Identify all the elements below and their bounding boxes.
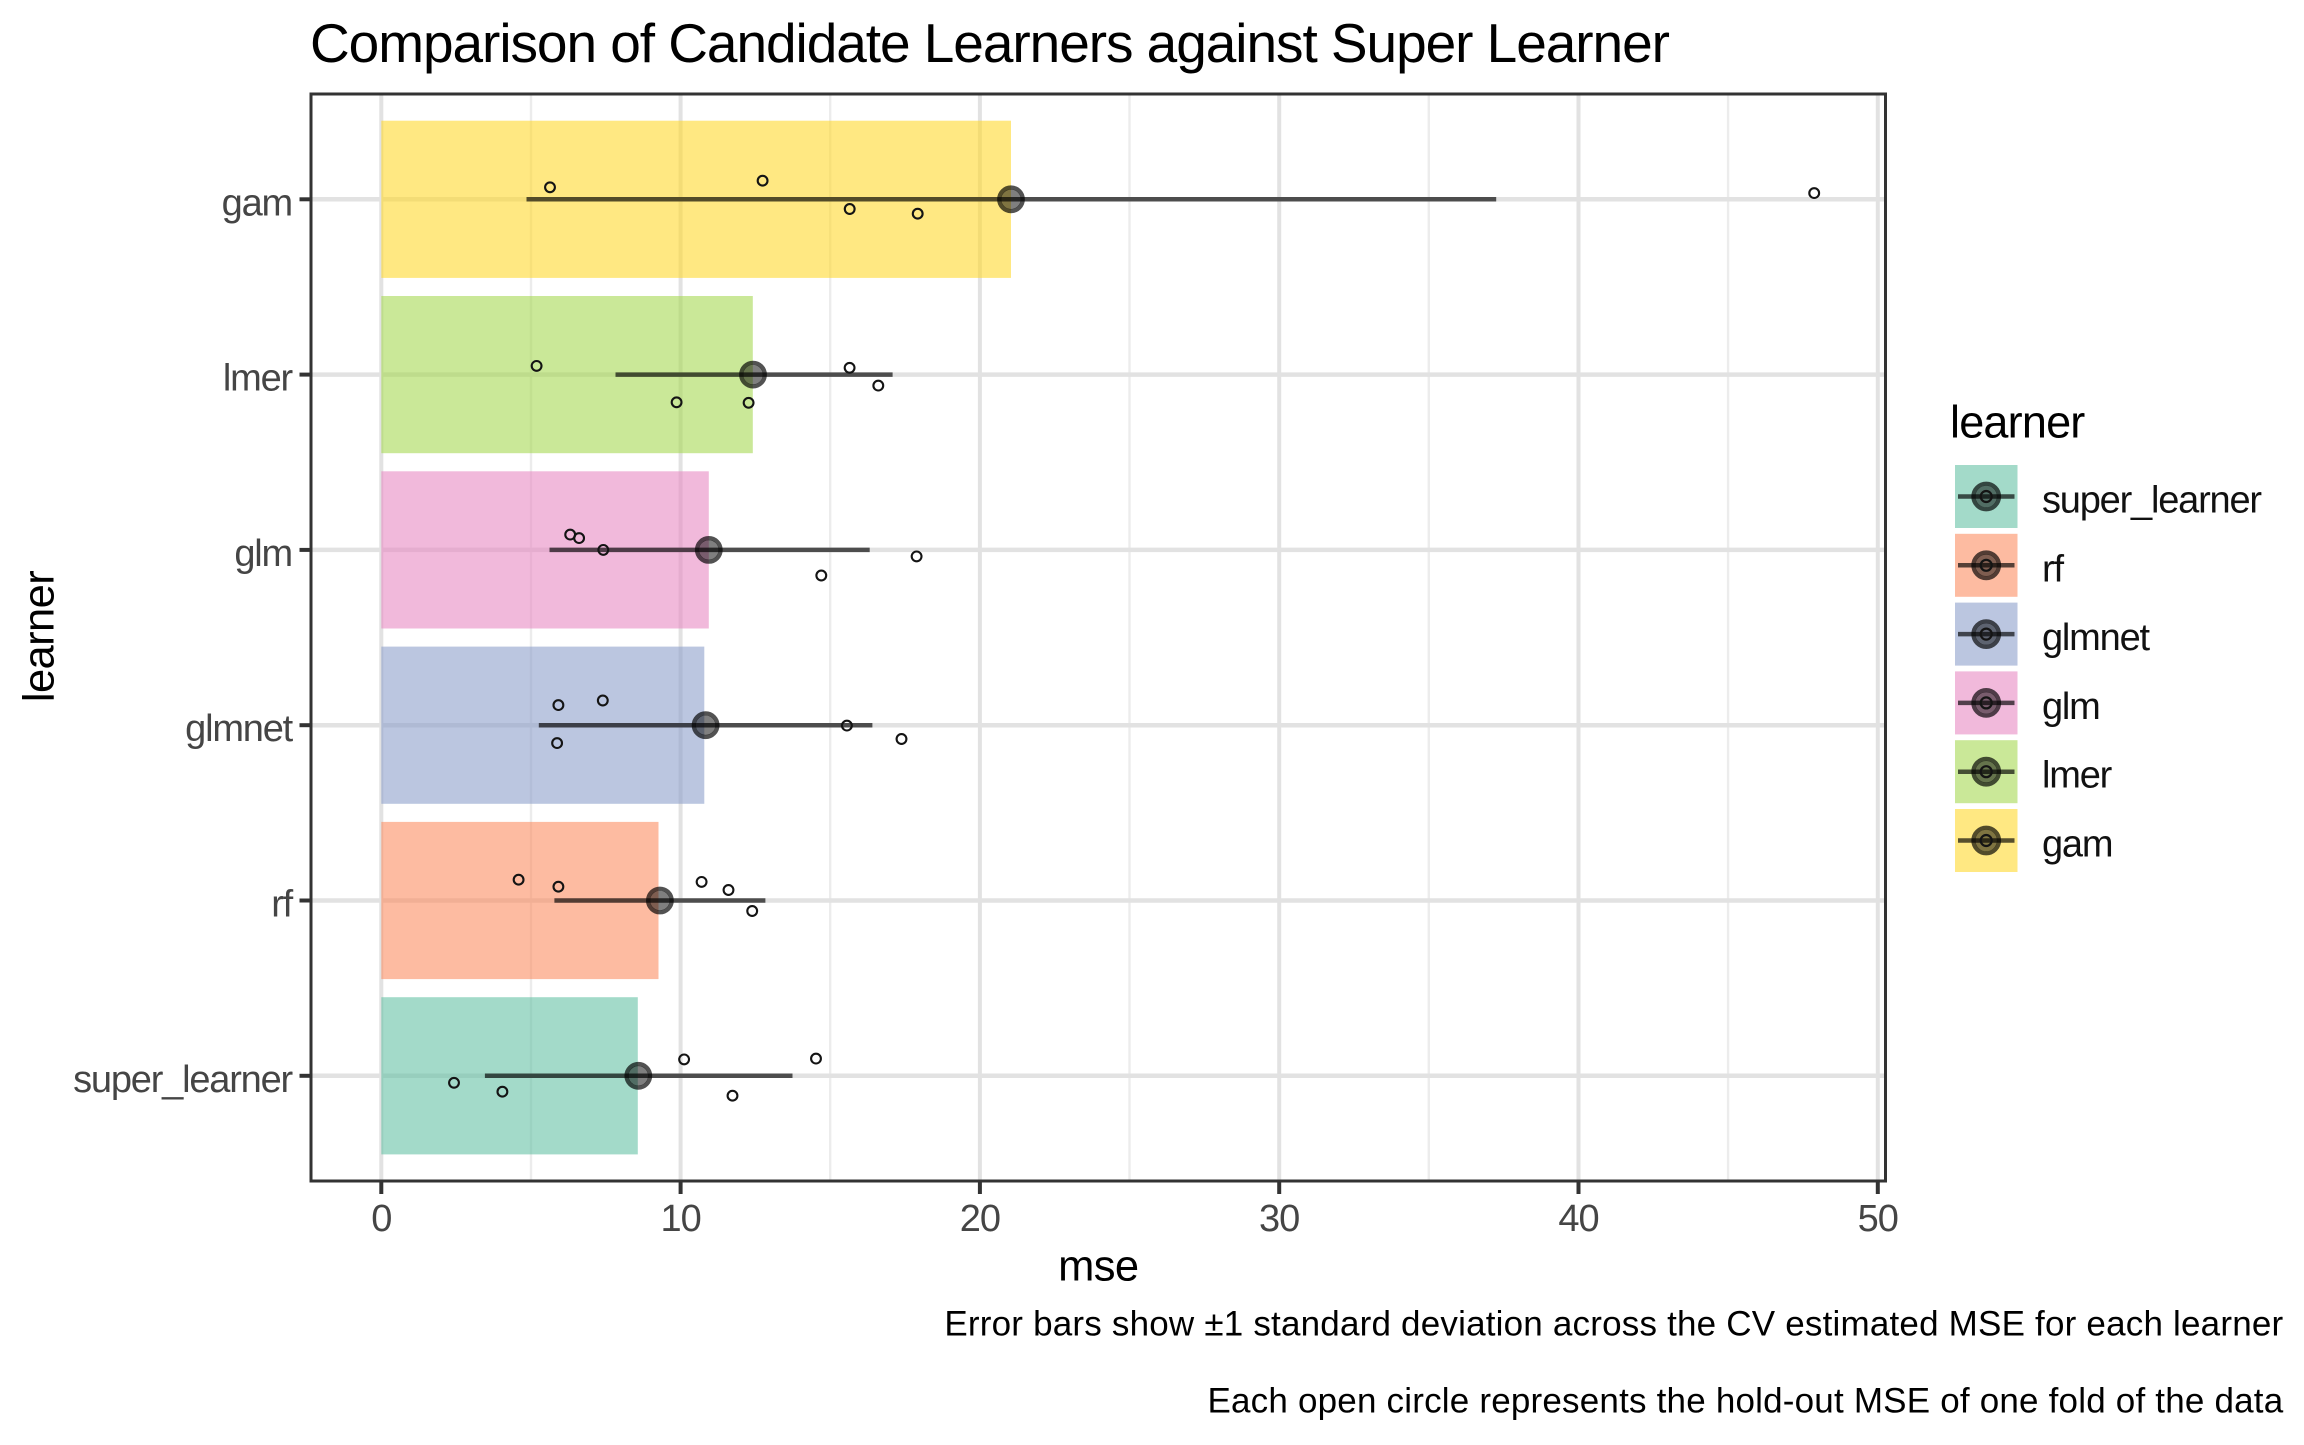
svg-text:30: 30 [1259,1198,1299,1240]
svg-text:gam: gam [2042,824,2112,866]
svg-text:20: 20 [960,1198,1000,1240]
svg-text:Comparison of Candidate Learne: Comparison of Candidate Learners against… [310,12,1670,74]
svg-text:glm: glm [234,533,292,575]
svg-text:glmnet: glmnet [2042,617,2150,659]
svg-text:mse: mse [1058,1242,1138,1290]
svg-text:lmer: lmer [223,358,294,400]
svg-text:learner: learner [1950,397,2085,448]
svg-text:gam: gam [222,182,292,224]
svg-text:rf: rf [2042,548,2064,590]
svg-text:super_learner: super_learner [2042,480,2262,522]
svg-text:glm: glm [2042,686,2100,728]
svg-text:Error bars show ±1 standard de: Error bars show ±1 standard deviation ac… [944,1304,2283,1343]
svg-text:50: 50 [1858,1198,1898,1240]
svg-text:lmer: lmer [2042,755,2113,797]
svg-text:10: 10 [660,1198,700,1240]
svg-text:40: 40 [1558,1198,1598,1240]
svg-text:glmnet: glmnet [185,708,293,750]
svg-text:super_learner: super_learner [73,1059,293,1101]
svg-text:rf: rf [271,884,293,926]
svg-text:learner: learner [16,571,64,702]
svg-text:0: 0 [371,1198,391,1240]
svg-text:Each open circle represents th: Each open circle represents the hold-out… [1207,1382,2283,1421]
